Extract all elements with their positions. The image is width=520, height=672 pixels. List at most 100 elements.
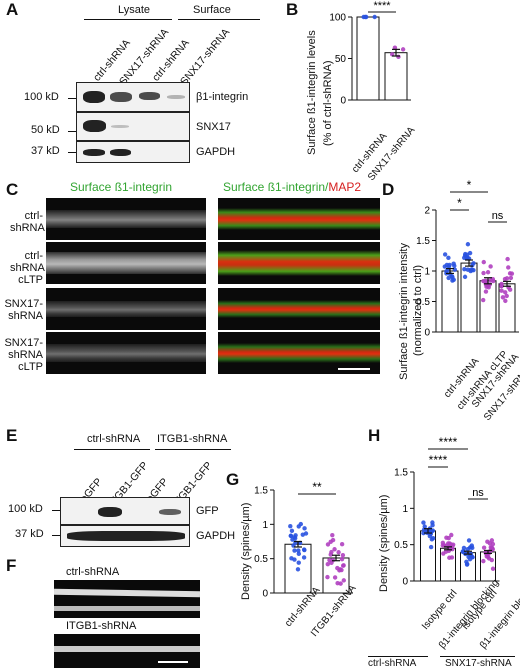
mw-tick <box>52 510 60 511</box>
bar <box>356 16 380 101</box>
mw-tick <box>52 535 60 536</box>
significance-marker: * <box>457 196 462 210</box>
micrograph-ctrl-spines <box>54 580 200 618</box>
significance-marker: ** <box>312 480 322 494</box>
data-point <box>462 274 468 280</box>
panel-label-g: G <box>226 470 240 489</box>
y-tick-label: 1 <box>262 520 268 531</box>
y-tick-label: 1.5 <box>416 236 430 247</box>
panel-label-d: D <box>382 180 395 199</box>
data-point <box>340 552 346 558</box>
y-tick-label: 0.5 <box>416 297 430 308</box>
y-tick-label: 0 <box>402 577 408 588</box>
mw-marker: 100 kD <box>8 503 43 515</box>
data-point <box>332 547 337 552</box>
data-point <box>503 290 508 295</box>
data-point <box>508 275 514 281</box>
data-point <box>470 555 475 560</box>
data-point <box>500 295 506 300</box>
y-tick-label: 1 <box>424 267 430 278</box>
data-point <box>489 557 495 563</box>
scale-bar <box>158 661 188 663</box>
image-row-label: ctrl-shRNA <box>66 566 120 578</box>
y-tick-label: 50 <box>335 54 347 65</box>
lysate-group-line <box>84 19 172 20</box>
data-point <box>466 538 472 543</box>
data-point <box>421 520 426 525</box>
row-label: ctrl-shRNA <box>10 210 45 234</box>
data-point <box>469 543 474 548</box>
micrograph-gray <box>46 288 206 330</box>
row-label: SNX17- shRNA <box>4 298 43 322</box>
y-tick-label: 0.5 <box>394 540 408 551</box>
y-axis-label: Surface ß1-integrin intensity <box>398 243 410 380</box>
chart-g: 0 0.5 1 1.5 ** <box>254 480 353 600</box>
chart-b: 0 50 100 **** <box>329 0 411 107</box>
data-point <box>400 47 406 52</box>
y-tick-label: 2 <box>424 206 430 217</box>
micrograph-merge <box>218 288 380 330</box>
panel-label-f: F <box>6 556 17 575</box>
scale-bar <box>338 368 370 370</box>
mw-marker: 100 kD <box>24 91 59 103</box>
data-point <box>461 545 467 551</box>
data-point <box>446 255 451 261</box>
chart-d: 0 0.5 1 1.5 2 * * ns <box>416 180 519 339</box>
data-point <box>339 557 345 562</box>
data-point <box>483 289 489 294</box>
data-point <box>446 275 451 281</box>
data-point <box>447 262 452 268</box>
group-label: ctrl-shRNA <box>368 658 417 669</box>
protein-label: GFP <box>196 505 219 517</box>
data-point <box>490 566 496 571</box>
data-point <box>481 558 486 564</box>
group-line <box>440 656 515 657</box>
data-point <box>328 539 333 545</box>
mw-tick <box>68 152 76 153</box>
image-title-integrin: Surface ß1-integrin <box>70 180 173 194</box>
data-point <box>340 563 346 568</box>
data-point <box>504 293 509 299</box>
surface-group-label: Surface <box>193 4 231 16</box>
ctrl-group-line <box>74 449 150 450</box>
data-point <box>499 288 504 293</box>
data-point <box>499 283 504 289</box>
blot-gapdh <box>76 141 190 163</box>
y-tick-label: 0.5 <box>254 554 268 565</box>
group-label: SNX17-shRNA <box>445 658 512 669</box>
y-axis-label: Surface ß1-integrin levels <box>306 30 318 155</box>
micrograph-gray <box>46 332 206 374</box>
significance-marker: * <box>467 180 472 192</box>
image-row-label: ITGB1-shRNA <box>66 620 137 632</box>
data-point <box>428 544 434 550</box>
data-point <box>462 255 467 261</box>
data-point <box>485 283 491 289</box>
blot-b1-integrin <box>76 82 190 112</box>
data-point <box>303 531 309 536</box>
data-point <box>488 264 493 269</box>
bar <box>460 262 478 333</box>
itgb1-group-label: ITGB1-shRNA <box>157 433 228 445</box>
data-point <box>364 14 369 20</box>
data-point <box>325 561 330 567</box>
panel-label-a: A <box>6 0 19 19</box>
y-tick-label: 0 <box>340 96 346 107</box>
data-point <box>451 261 456 266</box>
micrograph-gray <box>46 242 206 284</box>
data-point <box>292 548 297 553</box>
blot-gfp <box>60 497 190 525</box>
data-point <box>396 54 401 60</box>
significance-marker: **** <box>373 0 391 12</box>
data-point <box>288 524 293 529</box>
data-point <box>332 575 338 580</box>
micrograph-merge <box>218 332 380 374</box>
micrograph-merge <box>218 242 380 284</box>
data-point <box>446 535 451 541</box>
data-point <box>449 532 454 538</box>
y-tick-label: 0 <box>424 328 430 339</box>
data-point <box>480 297 486 303</box>
data-point <box>447 555 452 560</box>
data-point <box>341 578 346 583</box>
data-point <box>502 276 508 282</box>
ctrl-group-label: ctrl-shRNA <box>87 433 141 445</box>
